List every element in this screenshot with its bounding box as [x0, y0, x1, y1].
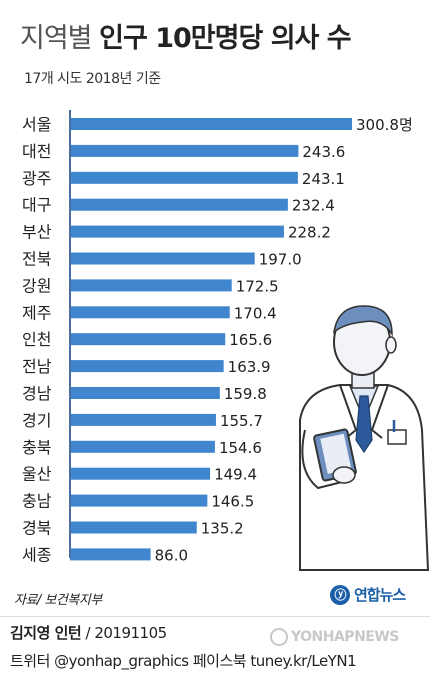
publish-date: / 20191105: [81, 624, 168, 642]
footer-divider: [0, 616, 430, 617]
title-light: 지역별: [20, 23, 93, 54]
bar: [70, 548, 151, 561]
bar: [70, 144, 299, 157]
value-label: 243.1: [302, 170, 345, 188]
author-name: 김지영 인턴: [10, 624, 82, 642]
title-bold: 인구 10만명당 의사 수: [99, 23, 351, 54]
value-label: 135.2: [201, 520, 244, 538]
doctor-icon: [299, 305, 430, 571]
chart-title: 지역별 인구 10만명당 의사 수: [20, 16, 352, 55]
bar: [70, 494, 208, 507]
category-label: 경기: [22, 411, 51, 430]
category-label: 광주: [22, 169, 51, 188]
social-links: 트위터 @yonhap_graphics 페이스북 tuney.kr/LeYN1: [10, 652, 357, 670]
value-label: 232.4: [292, 197, 335, 215]
category-label: 강원: [22, 276, 51, 295]
credit-line: 김지영 인턴 / 20191105: [10, 622, 167, 643]
yonhap-logo-text: 연합뉴스: [354, 586, 406, 604]
category-label: 인천: [22, 330, 51, 349]
category-label: 서울: [22, 115, 51, 134]
value-label: 86.0: [155, 546, 188, 564]
bar: [70, 387, 220, 399]
category-label: 전북: [22, 250, 51, 269]
watermark-text: YONHAPNEWS: [291, 629, 399, 645]
watermark-circle-icon: [270, 628, 288, 646]
category-label: 대구: [22, 196, 51, 215]
bar: [70, 171, 298, 184]
value-label: 163.9: [228, 358, 271, 376]
bar: [70, 440, 215, 453]
value-label: 228.2: [288, 224, 331, 242]
value-label: 155.7: [220, 412, 263, 430]
bar: [70, 413, 216, 426]
bar: [70, 467, 211, 480]
yonhap-watermark: YONHAPNEWS: [270, 628, 399, 646]
chart-subtitle: 17개 시도 2018년 기준: [24, 71, 161, 87]
bar: [70, 225, 284, 238]
value-label: 146.5: [211, 493, 254, 511]
bar: [70, 306, 230, 319]
category-label: 전남: [22, 357, 52, 376]
category-label: 세종: [22, 545, 51, 564]
bar: [70, 198, 288, 211]
bar: [70, 279, 232, 292]
value-label: 197.0: [259, 251, 302, 269]
source-note: 자료/ 보건복지부: [14, 593, 102, 608]
bar: [70, 333, 226, 346]
bar: [70, 252, 255, 265]
value-label: 243.6: [302, 143, 345, 161]
category-label: 부산: [22, 223, 52, 242]
category-label: 경북: [22, 519, 51, 538]
value-label: 165.6: [229, 331, 272, 349]
category-label: 울산: [22, 465, 52, 484]
bar: [70, 360, 224, 373]
value-label: 300.8명: [356, 116, 413, 134]
bar: [70, 521, 197, 534]
value-label: 170.4: [234, 304, 277, 322]
yonhap-logo-mark: ⓨ: [330, 584, 350, 605]
category-label: 제주: [22, 303, 51, 322]
category-label: 충북: [22, 438, 51, 457]
category-label: 충남: [22, 492, 52, 511]
yonhap-logo: ⓨ 연합뉴스: [330, 584, 406, 605]
value-label: 172.5: [236, 277, 279, 295]
value-label: 154.6: [219, 439, 262, 457]
category-label: 대전: [22, 142, 51, 161]
category-label: 경남: [22, 384, 52, 403]
value-label: 149.4: [214, 466, 257, 484]
bar: [70, 118, 352, 130]
value-label: 159.8: [224, 385, 267, 403]
